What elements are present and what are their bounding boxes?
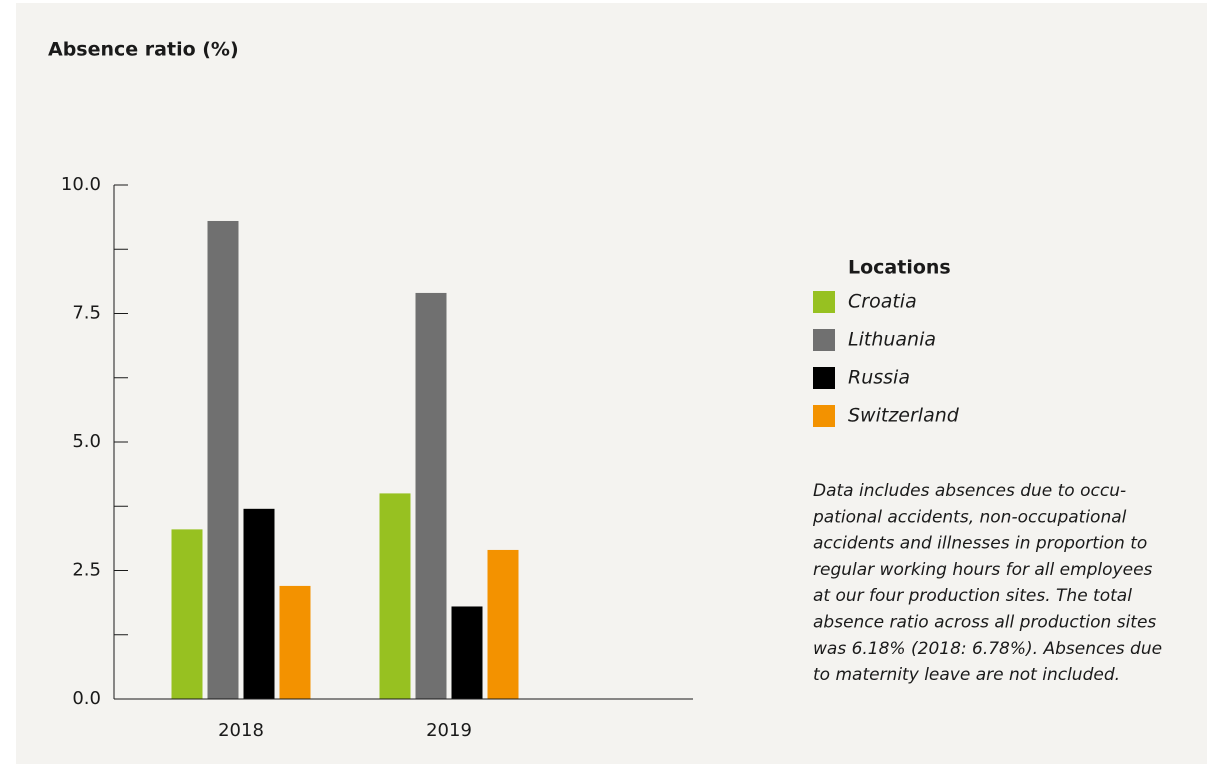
bar: [279, 585, 311, 699]
bar: [451, 606, 483, 699]
y-tick-label: 5.0: [72, 431, 101, 452]
note-line: to maternity leave are not included.: [813, 665, 1120, 685]
bar: [487, 549, 519, 699]
bar: [379, 493, 411, 699]
bar: [171, 529, 203, 699]
bar: [207, 220, 239, 700]
legend-label: Croatia: [848, 291, 917, 313]
note-line: absence ratio across all production site…: [813, 613, 1156, 633]
legend-swatch: [813, 405, 835, 427]
chart-title: Absence ratio (%): [48, 39, 239, 61]
legend-title: Locations: [848, 257, 951, 279]
bar: [243, 508, 275, 699]
note-line: regular working hours for all employees: [813, 560, 1153, 580]
y-tick-label: 2.5: [72, 560, 101, 581]
y-tick-label: 0.0: [72, 688, 101, 709]
legend-swatch: [813, 291, 835, 313]
note-line: Data includes absences due to occu-: [813, 481, 1126, 501]
legend-swatch: [813, 367, 835, 389]
legend-label: Lithuania: [848, 329, 936, 351]
note-line: pational accidents, non-occupational: [812, 507, 1127, 527]
legend-swatch: [813, 329, 835, 351]
x-tick-label: 2019: [426, 720, 472, 741]
note-line: accidents and illnesses in proportion to: [813, 534, 1147, 554]
note-line: was 6.18% (2018: 6.78%). Absences due: [813, 639, 1162, 659]
legend-label: Switzerland: [848, 405, 960, 427]
y-tick-label: 10.0: [61, 174, 101, 195]
legend-label: Russia: [848, 367, 910, 389]
x-tick-label: 2018: [218, 720, 264, 741]
y-tick-label: 7.5: [72, 303, 101, 324]
bar: [415, 292, 447, 699]
note-line: at our four production sites. The total: [813, 586, 1132, 606]
